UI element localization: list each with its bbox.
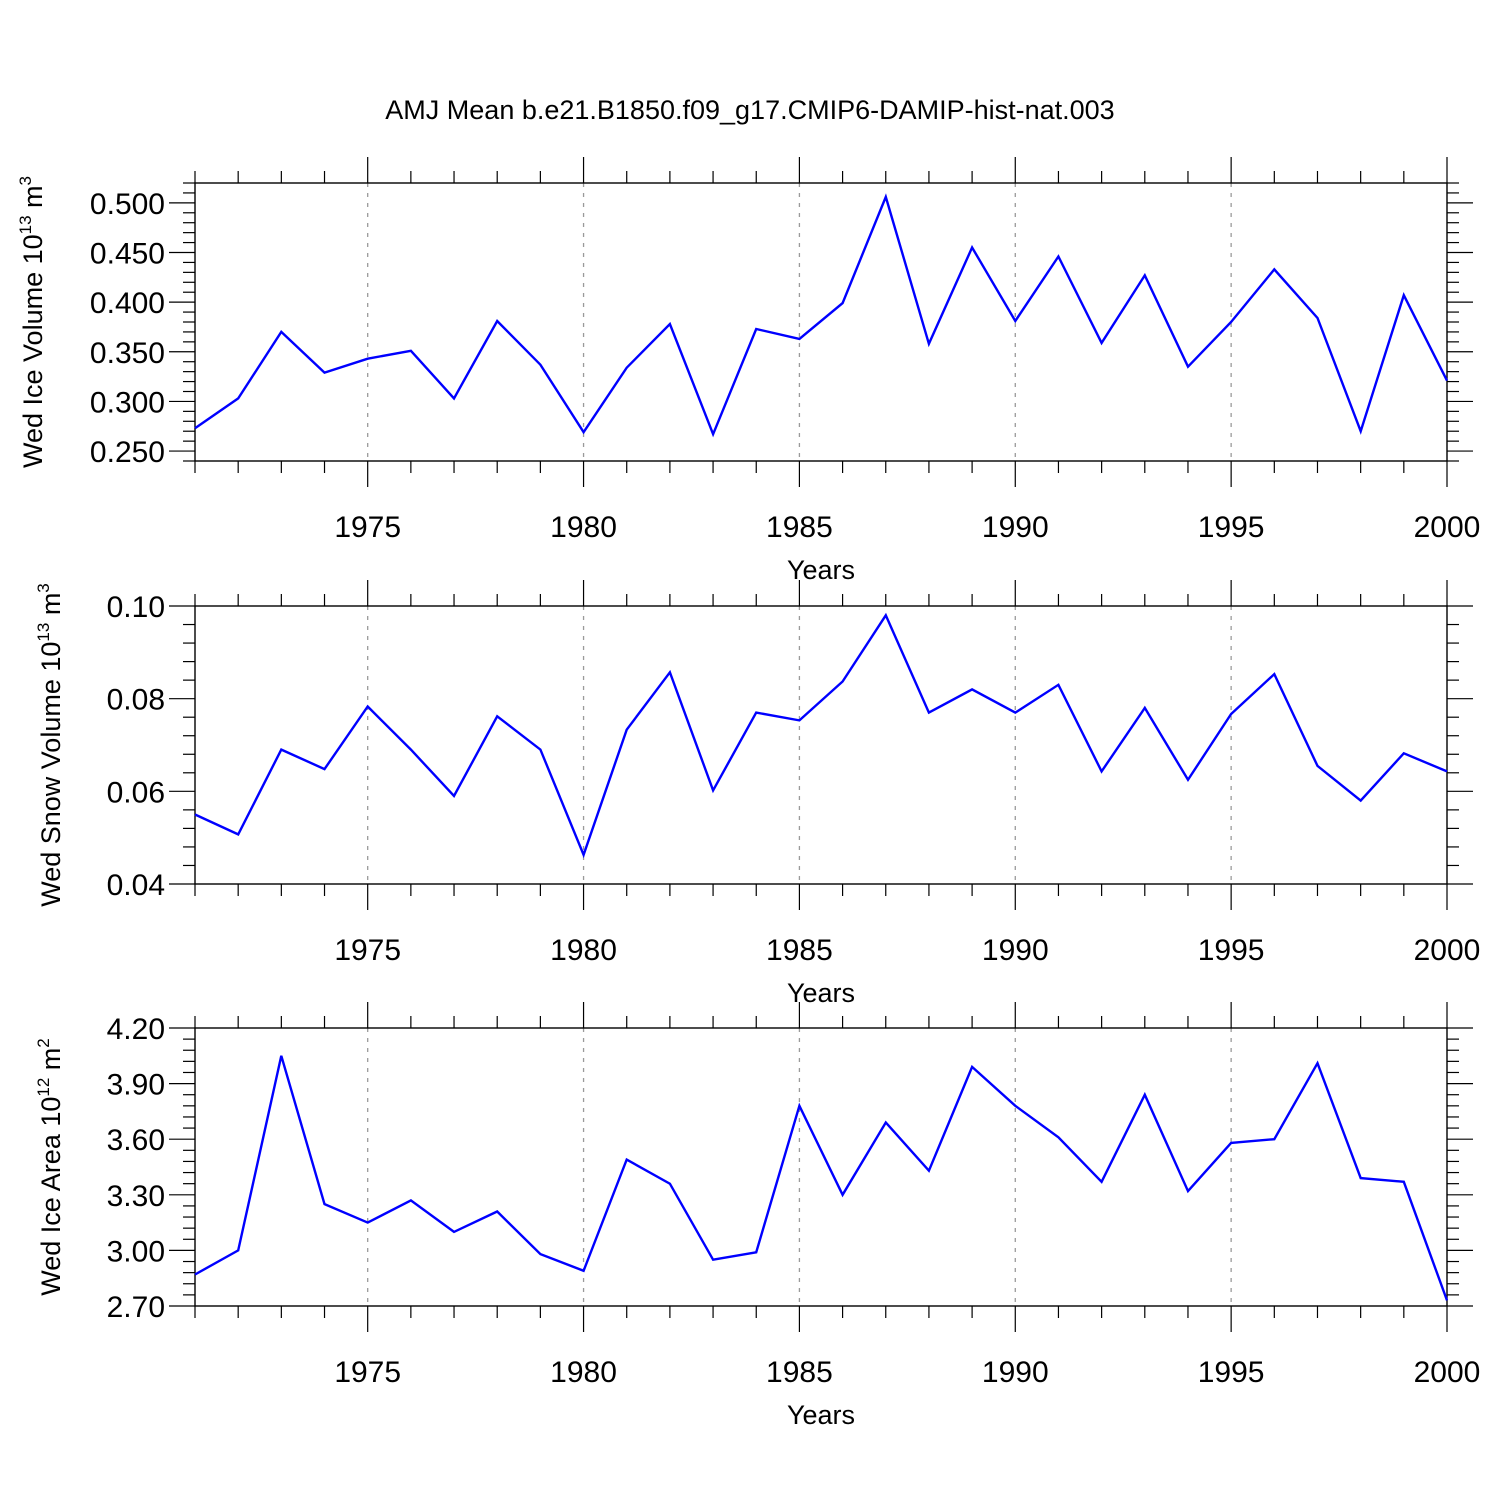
- x-tick-label: 1980: [550, 511, 617, 544]
- y-tick-label: 0.250: [90, 436, 165, 469]
- x-tick-label: 1980: [550, 1356, 617, 1389]
- x-axis-label: Years: [787, 1400, 855, 1430]
- panel-1: 0.250 0.300 0.350 0.400 0.450 0.500 1975 1980 19…: [16, 157, 1480, 585]
- x-tick-label: 1985: [766, 1356, 833, 1389]
- y-tick-label: 0.04: [107, 869, 165, 902]
- panels-container: 0.250 0.300 0.350 0.400 0.450 0.500 1975 1980 19…: [16, 157, 1480, 1430]
- x-tick-label: 1995: [1198, 511, 1265, 544]
- y-tick-label: 0.450: [90, 238, 165, 271]
- y-axis-label-unit: m: [36, 1048, 66, 1078]
- y-tick-label: 3.30: [107, 1180, 165, 1213]
- y-axis-label-exponent: 13: [16, 215, 35, 234]
- x-tick-label: 1990: [982, 511, 1049, 544]
- y-axis-label-unit: m: [18, 185, 48, 215]
- y-tick-label: 0.350: [90, 337, 165, 370]
- panel-3: 2.70 3.00 3.30 3.60 3.90 4.20 1975 1980 1985 1990…: [34, 1002, 1480, 1430]
- y-axis-label: Wed Ice Area 1012 m2: [34, 1038, 66, 1296]
- y-tick-label: 4.20: [107, 1013, 165, 1046]
- y-tick-label: 0.300: [90, 386, 165, 419]
- x-tick-label: 1975: [334, 934, 401, 967]
- series-line: [194, 1055, 1449, 1301]
- y-axis-label-unit: m: [36, 593, 66, 623]
- x-axis-label: Years: [787, 978, 855, 1008]
- y-axis-label-text: Wed Snow Volume 10: [36, 642, 66, 907]
- x-tick-label: 2000: [1414, 511, 1481, 544]
- y-tick-label: 3.90: [107, 1069, 165, 1102]
- x-tick-label: 1975: [334, 1356, 401, 1389]
- y-axis-label-text: Wed Ice Volume 10: [18, 234, 48, 468]
- y-axis-label: Wed Snow Volume 1013 m3: [34, 583, 66, 907]
- y-tick-label: 0.10: [107, 591, 165, 624]
- plot-frame: [194, 182, 1448, 462]
- x-tick-label: 1990: [982, 934, 1049, 967]
- plot-frame: [194, 1027, 1448, 1307]
- y-tick-label: 3.60: [107, 1124, 165, 1157]
- y-axis-label-unit-exponent: 3: [34, 583, 53, 592]
- y-tick-label: 0.500: [90, 188, 165, 221]
- y-axis-label-text: Wed Ice Area 10: [36, 1097, 66, 1296]
- y-axis-label: Wed Ice Volume 1013 m3: [16, 176, 48, 468]
- y-axis-label-exponent: 13: [34, 623, 53, 642]
- y-tick-label: 0.06: [107, 776, 165, 809]
- x-tick-label: 1985: [766, 511, 833, 544]
- y-axis-label-exponent: 12: [34, 1078, 53, 1097]
- y-axis-label-unit-exponent: 3: [16, 176, 35, 185]
- x-tick-label: 1995: [1198, 1356, 1265, 1389]
- series-line: [194, 193, 1449, 438]
- x-tick-label: 1975: [334, 511, 401, 544]
- series-line: [194, 612, 1448, 859]
- x-tick-label: 1980: [550, 934, 617, 967]
- panel-2: 0.04 0.06 0.08 0.10 1975 1980 1985 1990 1995 2000…: [34, 580, 1480, 1008]
- x-tick-label: 2000: [1414, 934, 1481, 967]
- plot-frame: [194, 605, 1448, 885]
- y-tick-label: 0.400: [90, 287, 165, 320]
- x-tick-label: 2000: [1414, 1356, 1481, 1389]
- y-tick-label: 0.08: [107, 684, 165, 717]
- y-tick-label: 2.70: [107, 1291, 165, 1324]
- x-axis-label: Years: [787, 555, 855, 585]
- x-tick-label: 1985: [766, 934, 833, 967]
- x-tick-label: 1990: [982, 1356, 1049, 1389]
- chart-title: AMJ Mean b.e21.B1850.f09_g17.CMIP6-DAMIP…: [385, 95, 1114, 125]
- y-tick-label: 3.00: [107, 1235, 165, 1268]
- y-axis-label-unit-exponent: 2: [34, 1038, 53, 1047]
- x-tick-label: 1995: [1198, 934, 1265, 967]
